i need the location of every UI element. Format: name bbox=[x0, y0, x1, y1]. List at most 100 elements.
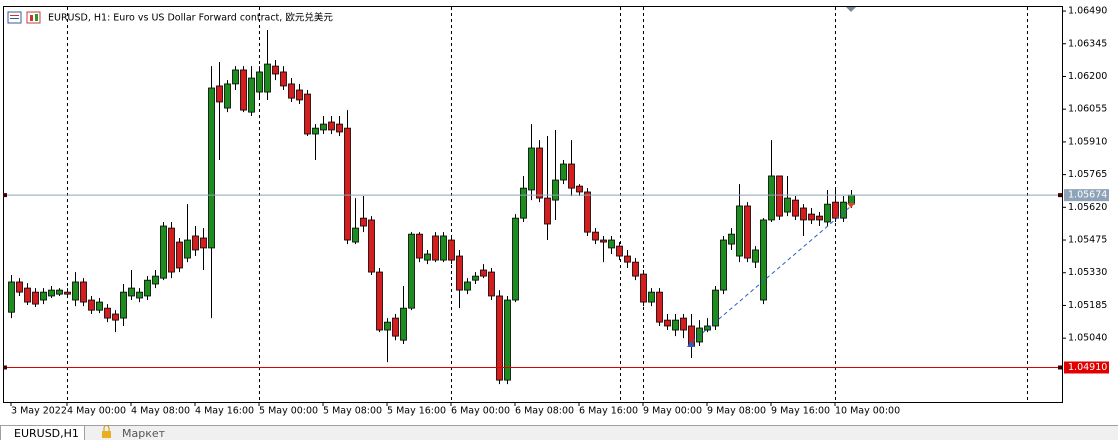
candle-body bbox=[496, 295, 503, 381]
candle-body bbox=[512, 217, 519, 301]
candle-body bbox=[296, 89, 303, 101]
candle-body bbox=[248, 77, 255, 113]
candle-body bbox=[592, 231, 599, 241]
candle-body bbox=[104, 307, 111, 319]
price-label-box bbox=[1064, 361, 1109, 374]
candle-body bbox=[384, 321, 391, 331]
candle-body bbox=[288, 83, 295, 99]
x-tick-label: 9 May 00:00 bbox=[643, 406, 702, 417]
candle-body bbox=[336, 123, 343, 133]
x-tick-label: 9 May 16:00 bbox=[771, 406, 830, 417]
candle-body bbox=[240, 69, 247, 111]
candle-body bbox=[608, 239, 615, 249]
candle-body bbox=[824, 203, 831, 223]
candle-body bbox=[400, 307, 407, 341]
buy-arrow[interactable] bbox=[687, 341, 695, 347]
candle-body bbox=[200, 237, 207, 249]
candle-body bbox=[256, 71, 263, 93]
x-tick-label: 6 May 16:00 bbox=[579, 406, 638, 417]
candle-body bbox=[160, 225, 167, 279]
candle-body bbox=[64, 291, 71, 295]
chart-shift-marker[interactable] bbox=[846, 7, 856, 12]
candle-body bbox=[280, 71, 287, 87]
candle-body bbox=[328, 121, 335, 131]
candle-body bbox=[720, 239, 727, 291]
candle-body bbox=[424, 253, 431, 261]
x-tick-label: 9 May 08:00 bbox=[707, 406, 766, 417]
candle-body bbox=[520, 187, 527, 219]
candle-body bbox=[736, 205, 743, 257]
price-line-handle bbox=[1058, 365, 1062, 370]
candle-body bbox=[80, 281, 87, 303]
price-line-handle bbox=[1058, 193, 1062, 198]
candle-body bbox=[744, 205, 751, 259]
candle-body bbox=[48, 289, 55, 297]
y-tick-label: 1.05185 bbox=[1068, 300, 1107, 311]
icon[interactable] bbox=[26, 11, 41, 24]
price-line-handle bbox=[3, 193, 7, 198]
candle-body bbox=[32, 291, 39, 305]
icon-bar bbox=[30, 15, 33, 21]
y-tick-label: 1.06200 bbox=[1068, 71, 1107, 82]
candle-body bbox=[672, 319, 679, 331]
sell-arrow[interactable] bbox=[847, 203, 855, 208]
y-tick-label: 1.05910 bbox=[1068, 136, 1107, 147]
candle-body bbox=[808, 213, 815, 221]
candle-body bbox=[472, 275, 479, 281]
candle-body bbox=[712, 289, 719, 327]
candle-body bbox=[840, 201, 847, 219]
candle-body bbox=[784, 197, 791, 213]
candle-body bbox=[704, 325, 711, 331]
candle-body bbox=[16, 281, 23, 293]
tab-bar bbox=[0, 425, 1118, 440]
x-tick-label: 6 May 00:00 bbox=[451, 406, 510, 417]
candle-body bbox=[360, 217, 367, 227]
lock-icon bbox=[102, 431, 111, 438]
price-line-handle bbox=[3, 365, 7, 370]
candle-body bbox=[536, 147, 543, 199]
icon-bar bbox=[35, 14, 38, 21]
tab-label[interactable]: Маркет bbox=[122, 427, 166, 440]
plot-frame bbox=[3, 6, 1063, 403]
candle-body bbox=[320, 123, 327, 131]
candle-body bbox=[352, 227, 359, 243]
y-tick-label: 1.06490 bbox=[1068, 6, 1107, 17]
candle-body bbox=[776, 175, 783, 217]
candle-body bbox=[216, 85, 223, 103]
icon[interactable] bbox=[7, 11, 22, 24]
candle-body bbox=[40, 291, 47, 301]
candle-body bbox=[456, 255, 463, 291]
candle-body bbox=[232, 69, 239, 85]
candle-body bbox=[760, 219, 767, 301]
candle-body bbox=[480, 269, 487, 277]
y-tick-label: 1.06345 bbox=[1068, 38, 1107, 49]
candle-body bbox=[432, 235, 439, 261]
candle-body bbox=[96, 301, 103, 311]
x-tick-label: 5 May 00:00 bbox=[259, 406, 318, 417]
candle-body bbox=[376, 271, 383, 331]
candle-body bbox=[168, 227, 175, 273]
x-tick-label: 6 May 08:00 bbox=[515, 406, 574, 417]
candle-body bbox=[208, 87, 215, 249]
candle-body bbox=[128, 287, 135, 297]
candle-body bbox=[408, 233, 415, 309]
candle-body bbox=[344, 127, 351, 241]
tab-label[interactable]: EURUSD,H1 bbox=[14, 427, 79, 440]
candle-body bbox=[728, 233, 735, 245]
candle-body bbox=[448, 239, 455, 261]
candle-body bbox=[88, 299, 95, 311]
candle-body bbox=[264, 63, 271, 93]
candle-body bbox=[800, 207, 807, 221]
y-tick-label: 1.05330 bbox=[1068, 267, 1107, 278]
candle-body bbox=[552, 179, 559, 201]
candle-body bbox=[464, 281, 471, 291]
candle-body bbox=[416, 233, 423, 259]
tab-active[interactable] bbox=[0, 425, 85, 440]
candle-body bbox=[144, 279, 151, 297]
candle-body bbox=[544, 197, 551, 225]
candle-body bbox=[832, 201, 839, 219]
candle-body bbox=[560, 163, 567, 181]
candle-body bbox=[112, 313, 119, 321]
